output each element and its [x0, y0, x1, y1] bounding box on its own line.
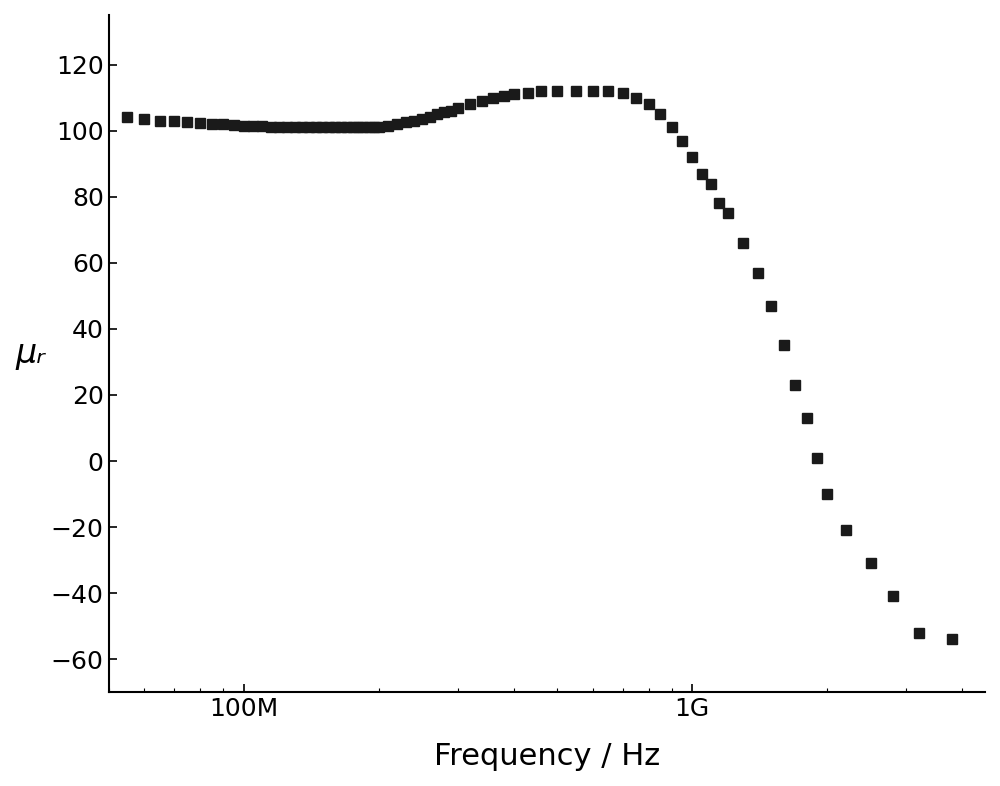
Y-axis label: μᵣ: μᵣ — [15, 337, 45, 370]
X-axis label: Frequency / Hz: Frequency / Hz — [434, 742, 660, 771]
